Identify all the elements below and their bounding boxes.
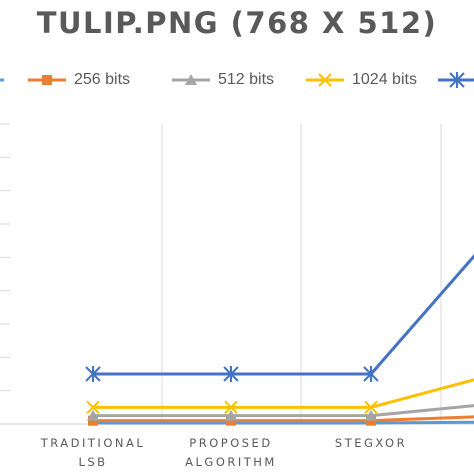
- data-point: [223, 366, 239, 382]
- legend-swatch: [306, 73, 344, 87]
- category-label: STEGXOR: [296, 434, 446, 453]
- series-line: [91, 253, 474, 376]
- series-1024-bits: [86, 378, 474, 415]
- chart-title: TULIP.PNG (768 X 512): [36, 6, 438, 40]
- legend-label: 256 bits: [74, 71, 131, 88]
- legend-label: 1024 bits: [352, 71, 417, 88]
- data-point: [85, 366, 101, 382]
- series-128-bits: [91, 420, 474, 425]
- legend-swatch: [172, 74, 210, 85]
- series-512-bits: [87, 404, 474, 421]
- data-point: [363, 366, 379, 382]
- data-point: [318, 73, 332, 87]
- data-point: [449, 72, 465, 88]
- category-label-line: TRADITIONAL: [40, 436, 146, 450]
- series-line: [91, 404, 474, 418]
- category-label-line: STEGXOR: [334, 436, 408, 450]
- data-point: [224, 400, 238, 415]
- series-line: [91, 415, 474, 423]
- legend-swatch: [28, 75, 66, 85]
- category-label: TRADITIONAL LSB: [18, 434, 168, 472]
- data-point: [86, 400, 100, 415]
- data-point: [225, 409, 237, 421]
- data-point: [87, 409, 99, 421]
- data-point: [364, 400, 378, 415]
- series-line: [91, 378, 474, 409]
- category-label-line: PROPOSED: [189, 436, 273, 450]
- legend-label: 512 bits: [218, 71, 275, 88]
- category-label-line: LSB: [78, 455, 108, 469]
- category-label: STEG: [433, 434, 474, 453]
- data-point: [42, 75, 52, 85]
- category-label-line: ALGORITHM: [185, 455, 277, 469]
- series-2048-bits: [85, 253, 474, 382]
- category-label: PROPOSED ALGORITHM: [156, 434, 306, 472]
- legend-swatch: [438, 72, 474, 88]
- series-line: [91, 420, 474, 425]
- category-label-line: STEG: [433, 434, 474, 453]
- data-point: [185, 74, 197, 85]
- data-point: [365, 409, 377, 421]
